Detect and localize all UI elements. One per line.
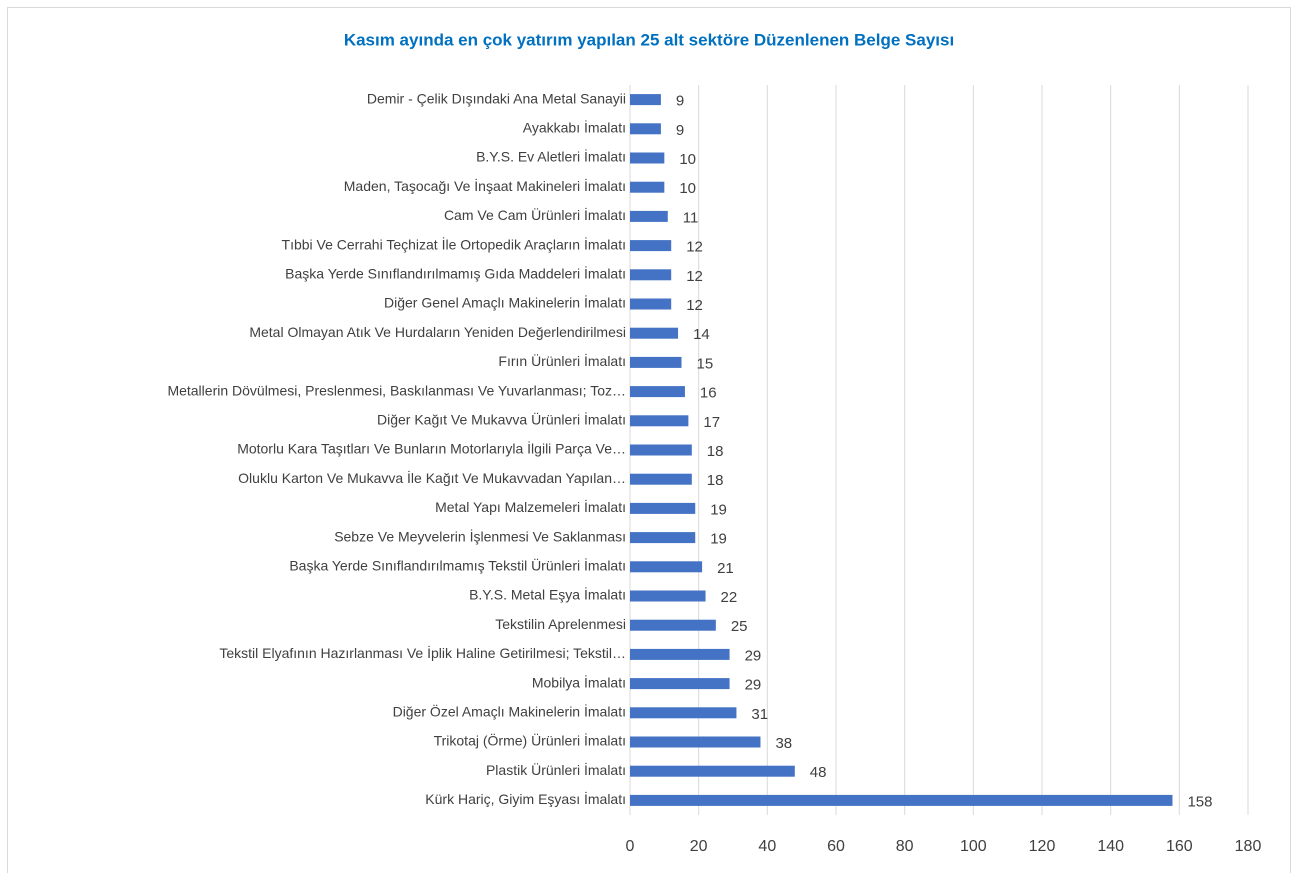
value-label: 22 — [721, 589, 738, 606]
x-tick-label: 80 — [896, 838, 914, 855]
value-label: 9 — [676, 93, 684, 110]
y-tick-label: Metal Yapı Malzemeleri İmalatı — [435, 498, 626, 515]
bar — [630, 590, 706, 602]
x-tick-label: 140 — [1097, 838, 1124, 855]
bar — [630, 736, 761, 748]
value-label: 10 — [679, 180, 696, 197]
y-tick-label: Başka Yerde Sınıflandırılmamış Gıda Madd… — [285, 265, 626, 282]
y-tick-label: B.Y.S. Metal Eşya İmalatı — [469, 586, 626, 603]
y-tick-label: Cam Ve Cam Ürünleri İmalatı — [444, 206, 626, 223]
x-tick-label: 160 — [1166, 838, 1193, 855]
value-label: 18 — [707, 472, 724, 489]
y-tick-label: Diğer Özel Amaçlı Makinelerin İmalatı — [393, 703, 626, 720]
y-tick-label: Diğer Genel Amaçlı Makinelerin İmalatı — [384, 294, 626, 311]
chart-border — [7, 7, 1291, 873]
bar — [630, 386, 685, 398]
y-tick-label: Demir - Çelik Dışındaki Ana Metal Sanayi… — [367, 90, 626, 106]
bar — [630, 678, 730, 690]
bar — [630, 181, 665, 193]
value-label: 158 — [1187, 793, 1212, 810]
bar — [630, 210, 668, 222]
bar — [630, 123, 661, 135]
y-tick-label: Tekstilin Aprelenmesi — [495, 616, 626, 632]
value-label: 16 — [700, 385, 717, 402]
bar — [630, 473, 692, 485]
bar — [630, 356, 682, 368]
x-tick-label: 20 — [690, 838, 708, 855]
y-tick-label: Tekstil Elyafının Hazırlanması Ve İplik … — [219, 644, 626, 661]
value-label: 14 — [693, 326, 710, 343]
bar — [630, 648, 730, 660]
y-tick-label: Plastik Ürünleri İmalatı — [486, 761, 626, 778]
bar — [630, 269, 672, 281]
value-label: 25 — [731, 618, 748, 635]
value-label: 29 — [745, 647, 762, 664]
value-label: 38 — [775, 735, 792, 752]
value-label: 9 — [676, 122, 684, 139]
x-tick-label: 40 — [758, 838, 776, 855]
bar — [630, 502, 696, 514]
bar — [630, 415, 689, 427]
y-tick-label: Başka Yerde Sınıflandırılmamış Tekstil Ü… — [289, 557, 626, 574]
value-label: 48 — [810, 764, 827, 781]
bar — [630, 707, 737, 719]
y-tick-label: Motorlu Kara Taşıtları Ve Bunların Motor… — [237, 440, 626, 457]
bar — [630, 240, 672, 252]
value-label: 17 — [703, 414, 720, 431]
value-label: 29 — [745, 677, 762, 694]
x-tick-label: 60 — [827, 838, 845, 855]
y-tick-label: Diğer Kağıt Ve Mukavva Ürünleri İmalatı — [377, 411, 626, 428]
y-tick-label: Trikotaj (Örme) Ürünleri İmalatı — [434, 732, 626, 749]
y-tick-label: Metal Olmayan Atık Ve Hurdaların Yeniden… — [249, 324, 626, 340]
x-tick-label: 100 — [960, 838, 987, 855]
chart-title: Kasım ayında en çok yatırım yapılan 25 a… — [344, 30, 954, 49]
bar — [630, 444, 692, 456]
value-label: 19 — [710, 501, 727, 518]
bar — [630, 532, 696, 544]
bar — [630, 561, 703, 573]
value-label: 19 — [710, 531, 727, 548]
bar — [630, 94, 661, 106]
x-tick-label: 0 — [626, 838, 635, 855]
bar — [630, 765, 795, 777]
y-tick-label: Mobilya İmalatı — [532, 673, 626, 690]
y-tick-label: Kürk Hariç, Giyim Eşyası İmalatı — [425, 790, 626, 807]
value-label: 15 — [697, 355, 714, 372]
x-tick-label: 180 — [1235, 838, 1262, 855]
value-label: 10 — [679, 151, 696, 168]
y-tick-label: Maden, Taşocağı Ve İnşaat Makineleri İma… — [344, 177, 626, 194]
x-tick-label: 120 — [1029, 838, 1056, 855]
y-tick-label: Fırın Ürünleri İmalatı — [498, 352, 626, 369]
value-label: 18 — [707, 443, 724, 460]
y-tick-label: Tıbbi Ve Cerrahi Teçhizat İle Ortopedik … — [282, 235, 626, 252]
value-label: 12 — [686, 297, 703, 314]
value-label: 12 — [686, 268, 703, 285]
bar — [630, 794, 1173, 806]
y-tick-label: Oluklu Karton Ve Mukavva İle Kağıt Ve Mu… — [238, 469, 626, 486]
bar — [630, 298, 672, 310]
y-tick-label: Sebze Ve Meyvelerin İşlenmesi Ve Saklanm… — [334, 527, 626, 544]
value-label: 12 — [686, 239, 703, 256]
bar — [630, 327, 679, 339]
y-tick-label: Metallerin Dövülmesi, Preslenmesi, Baskı… — [167, 382, 626, 398]
y-tick-label: Ayakkabı İmalatı — [523, 119, 626, 136]
value-label: 31 — [751, 706, 768, 723]
bar — [630, 619, 716, 631]
y-tick-label: B.Y.S. Ev Aletleri İmalatı — [476, 148, 626, 165]
value-label: 11 — [683, 209, 699, 226]
bar — [630, 152, 665, 164]
value-label: 21 — [717, 560, 734, 577]
